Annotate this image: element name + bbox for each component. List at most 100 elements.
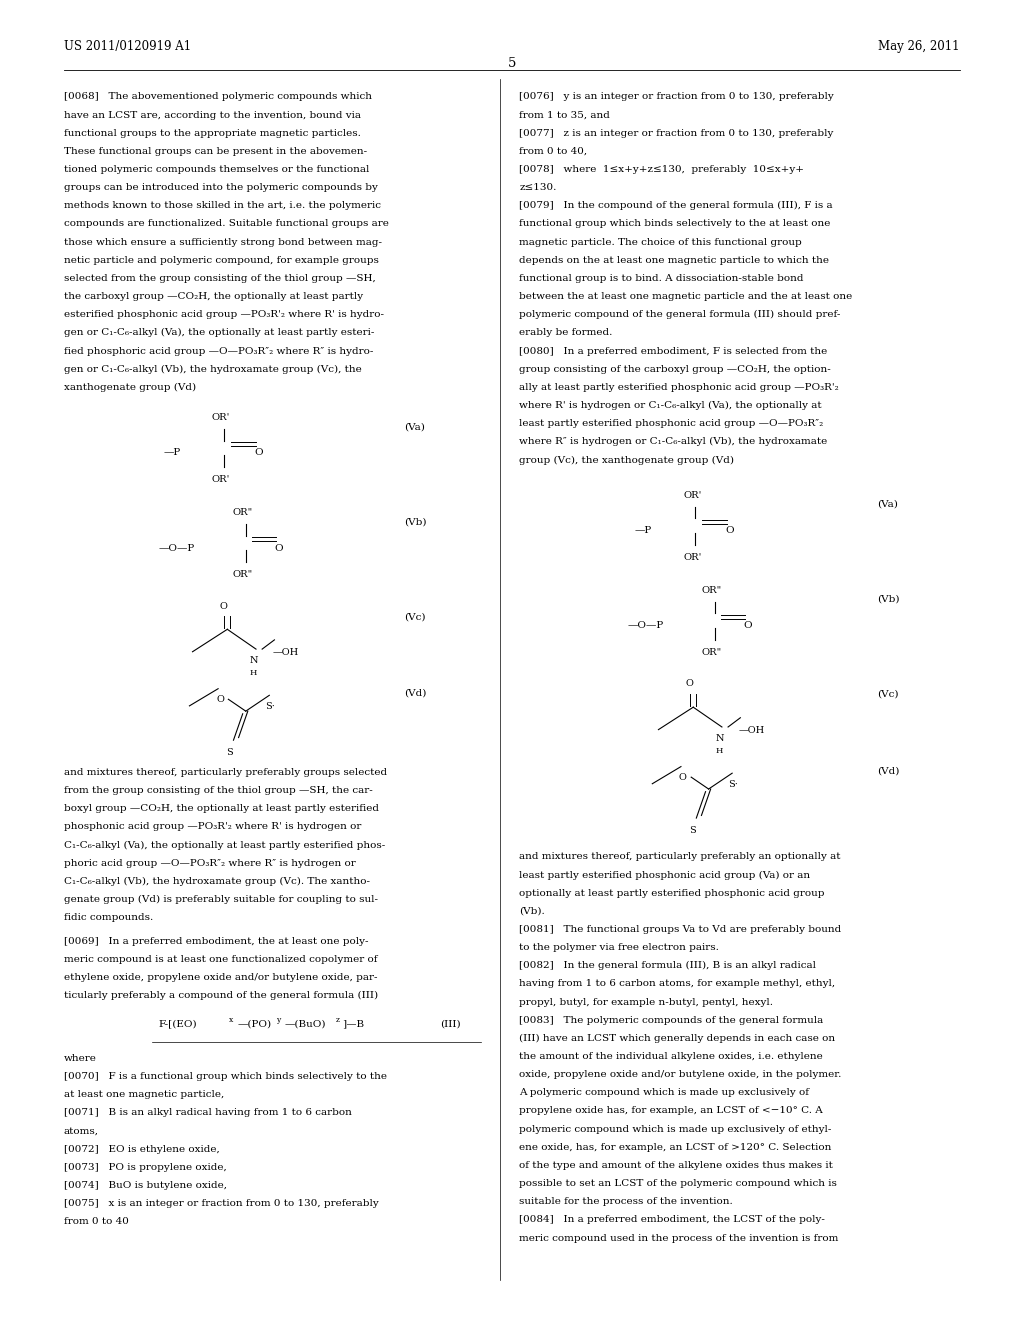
- Text: (Vb): (Vb): [878, 595, 900, 605]
- Text: —(PO): —(PO): [238, 1020, 271, 1028]
- Text: —O—P: —O—P: [628, 622, 664, 631]
- Text: functional group which binds selectively to the at least one: functional group which binds selectively…: [519, 219, 830, 228]
- Text: of the type and amount of the alkylene oxides thus makes it: of the type and amount of the alkylene o…: [519, 1162, 834, 1170]
- Text: functional groups to the appropriate magnetic particles.: functional groups to the appropriate mag…: [63, 129, 360, 137]
- Text: methods known to those skilled in the art, i.e. the polymeric: methods known to those skilled in the ar…: [63, 202, 381, 210]
- Text: group consisting of the carboxyl group —CO₂H, the option-: group consisting of the carboxyl group —…: [519, 364, 830, 374]
- Text: [0075]   x is an integer or fraction from 0 to 130, preferably: [0075] x is an integer or fraction from …: [63, 1200, 379, 1208]
- Text: and mixtures thereof, particularly preferably groups selected: and mixtures thereof, particularly prefe…: [63, 768, 387, 777]
- Text: N: N: [250, 656, 258, 665]
- Text: magnetic particle. The choice of this functional group: magnetic particle. The choice of this fu…: [519, 238, 802, 247]
- Text: the carboxyl group —CO₂H, the optionally at least partly: the carboxyl group —CO₂H, the optionally…: [63, 292, 364, 301]
- Text: (III) have an LCST which generally depends in each case on: (III) have an LCST which generally depen…: [519, 1034, 836, 1043]
- Text: [0084]   In a preferred embodiment, the LCST of the poly-: [0084] In a preferred embodiment, the LC…: [519, 1216, 825, 1225]
- Text: where R' is hydrogen or C₁-C₆-alkyl (Va), the optionally at: where R' is hydrogen or C₁-C₆-alkyl (Va)…: [519, 401, 822, 411]
- Text: (Vd): (Vd): [878, 767, 900, 776]
- Text: OR": OR": [232, 508, 253, 517]
- Text: compounds are functionalized. Suitable functional groups are: compounds are functionalized. Suitable f…: [63, 219, 389, 228]
- Text: —OH: —OH: [738, 726, 765, 735]
- Text: oxide, propylene oxide and/or butylene oxide, in the polymer.: oxide, propylene oxide and/or butylene o…: [519, 1071, 842, 1080]
- Text: from 1 to 35, and: from 1 to 35, and: [519, 111, 610, 120]
- Text: (Vd): (Vd): [404, 689, 427, 698]
- Text: O: O: [254, 449, 262, 458]
- Text: C₁-C₆-alkyl (Va), the optionally at least partly esterified phos-: C₁-C₆-alkyl (Va), the optionally at leas…: [63, 841, 385, 850]
- Text: O: O: [725, 527, 733, 536]
- Text: [0074]   BuO is butylene oxide,: [0074] BuO is butylene oxide,: [63, 1181, 227, 1191]
- Text: O: O: [219, 602, 227, 611]
- Text: z≤130.: z≤130.: [519, 183, 556, 193]
- Text: at least one magnetic particle,: at least one magnetic particle,: [63, 1090, 224, 1100]
- Text: May 26, 2011: May 26, 2011: [879, 40, 961, 53]
- Text: esterified phosphonic acid group —PO₃R'₂ where R' is hydro-: esterified phosphonic acid group —PO₃R'₂…: [63, 310, 384, 319]
- Text: N: N: [716, 734, 724, 743]
- Text: (Vc): (Vc): [878, 690, 899, 700]
- Text: [0070]   F is a functional group which binds selectively to the: [0070] F is a functional group which bin…: [63, 1072, 387, 1081]
- Text: groups can be introduced into the polymeric compounds by: groups can be introduced into the polyme…: [63, 183, 378, 193]
- Text: S: S: [689, 826, 696, 836]
- Text: those which ensure a sufficiently strong bond between mag-: those which ensure a sufficiently strong…: [63, 238, 382, 247]
- Text: —O—P: —O—P: [159, 544, 195, 553]
- Text: netic particle and polymeric compound, for example groups: netic particle and polymeric compound, f…: [63, 256, 379, 265]
- Text: S: S: [226, 748, 233, 758]
- Text: where: where: [63, 1055, 97, 1063]
- Text: phoric acid group —O—PO₃R″₂ where R″ is hydrogen or: phoric acid group —O—PO₃R″₂ where R″ is …: [63, 859, 355, 867]
- Text: [0077]   z is an integer or fraction from 0 to 130, preferably: [0077] z is an integer or fraction from …: [519, 129, 834, 137]
- Text: optionally at least partly esterified phosphonic acid group: optionally at least partly esterified ph…: [519, 888, 824, 898]
- Text: functional group is to bind. A dissociation-stable bond: functional group is to bind. A dissociat…: [519, 275, 804, 282]
- Text: S·: S·: [728, 780, 738, 789]
- Text: O: O: [274, 544, 283, 553]
- Text: 5: 5: [508, 57, 516, 70]
- Text: least partly esterified phosphonic acid group —O—PO₃R″₂: least partly esterified phosphonic acid …: [519, 420, 823, 428]
- Text: genate group (Vd) is preferably suitable for coupling to sul-: genate group (Vd) is preferably suitable…: [63, 895, 378, 904]
- Text: C₁-C₆-alkyl (Vb), the hydroxamate group (Vc). The xantho-: C₁-C₆-alkyl (Vb), the hydroxamate group …: [63, 876, 370, 886]
- Text: F-[(EO): F-[(EO): [159, 1020, 198, 1028]
- Text: OR": OR": [232, 570, 253, 579]
- Text: tioned polymeric compounds themselves or the functional: tioned polymeric compounds themselves or…: [63, 165, 370, 174]
- Text: gen or C₁-C₆-alkyl (Va), the optionally at least partly esteri-: gen or C₁-C₆-alkyl (Va), the optionally …: [63, 329, 375, 338]
- Text: (III): (III): [440, 1020, 461, 1028]
- Text: H: H: [716, 747, 723, 755]
- Text: (Va): (Va): [404, 422, 425, 432]
- Text: ene oxide, has, for example, an LCST of >120° C. Selection: ene oxide, has, for example, an LCST of …: [519, 1143, 831, 1152]
- Text: [0083]   The polymeric compounds of the general formula: [0083] The polymeric compounds of the ge…: [519, 1016, 823, 1024]
- Text: ethylene oxide, propylene oxide and/or butylene oxide, par-: ethylene oxide, propylene oxide and/or b…: [63, 973, 378, 982]
- Text: S·: S·: [265, 702, 275, 711]
- Text: These functional groups can be present in the abovemen-: These functional groups can be present i…: [63, 147, 368, 156]
- Text: possible to set an LCST of the polymeric compound which is: possible to set an LCST of the polymeric…: [519, 1179, 837, 1188]
- Text: —P: —P: [164, 449, 181, 458]
- Text: have an LCST are, according to the invention, bound via: have an LCST are, according to the inven…: [63, 111, 361, 120]
- Text: [0081]   The functional groups Va to Vd are preferably bound: [0081] The functional groups Va to Vd ar…: [519, 925, 842, 935]
- Text: [0080]   In a preferred embodiment, F is selected from the: [0080] In a preferred embodiment, F is s…: [519, 347, 827, 355]
- Text: boxyl group —CO₂H, the optionally at least partly esterified: boxyl group —CO₂H, the optionally at lea…: [63, 804, 379, 813]
- Text: —(BuO): —(BuO): [285, 1020, 327, 1028]
- Text: [0069]   In a preferred embodiment, the at least one poly-: [0069] In a preferred embodiment, the at…: [63, 937, 369, 945]
- Text: OR": OR": [701, 586, 722, 595]
- Text: [0079]   In the compound of the general formula (III), F is a: [0079] In the compound of the general fo…: [519, 202, 833, 210]
- Text: OR': OR': [212, 475, 230, 484]
- Text: the amount of the individual alkylene oxides, i.e. ethylene: the amount of the individual alkylene ox…: [519, 1052, 823, 1061]
- Text: suitable for the process of the invention.: suitable for the process of the inventio…: [519, 1197, 733, 1206]
- Text: group (Vc), the xanthogenate group (Vd): group (Vc), the xanthogenate group (Vd): [519, 455, 734, 465]
- Text: where R″ is hydrogen or C₁-C₆-alkyl (Vb), the hydroxamate: where R″ is hydrogen or C₁-C₆-alkyl (Vb)…: [519, 437, 827, 446]
- Text: [0071]   B is an alkyl radical having from 1 to 6 carbon: [0071] B is an alkyl radical having from…: [63, 1109, 352, 1118]
- Text: OR": OR": [701, 648, 722, 657]
- Text: meric compound is at least one functionalized copolymer of: meric compound is at least one functiona…: [63, 954, 378, 964]
- Text: having from 1 to 6 carbon atoms, for example methyl, ethyl,: having from 1 to 6 carbon atoms, for exa…: [519, 979, 836, 989]
- Text: ally at least partly esterified phosphonic acid group —PO₃R'₂: ally at least partly esterified phosphon…: [519, 383, 839, 392]
- Text: —P: —P: [635, 527, 652, 536]
- Text: selected from the group consisting of the thiol group —SH,: selected from the group consisting of th…: [63, 275, 376, 282]
- Text: O: O: [216, 696, 224, 705]
- Text: H: H: [250, 669, 257, 677]
- Text: polymeric compound of the general formula (III) should pref-: polymeric compound of the general formul…: [519, 310, 841, 319]
- Text: xanthogenate group (Vd): xanthogenate group (Vd): [63, 383, 197, 392]
- Text: x: x: [229, 1016, 233, 1024]
- Text: gen or C₁-C₆-alkyl (Vb), the hydroxamate group (Vc), the: gen or C₁-C₆-alkyl (Vb), the hydroxamate…: [63, 364, 361, 374]
- Text: atoms,: atoms,: [63, 1127, 99, 1135]
- Text: OR': OR': [683, 491, 701, 500]
- Text: to the polymer via free electron pairs.: to the polymer via free electron pairs.: [519, 944, 719, 952]
- Text: [0078]   where  1≤x+y+z≤130,  preferably  10≤x+y+: [0078] where 1≤x+y+z≤130, preferably 10≤…: [519, 165, 804, 174]
- Text: (Vc): (Vc): [404, 612, 426, 622]
- Text: fied phosphoric acid group —O—PO₃R″₂ where R″ is hydro-: fied phosphoric acid group —O—PO₃R″₂ whe…: [63, 347, 374, 355]
- Text: —OH: —OH: [272, 648, 299, 657]
- Text: z: z: [336, 1016, 340, 1024]
